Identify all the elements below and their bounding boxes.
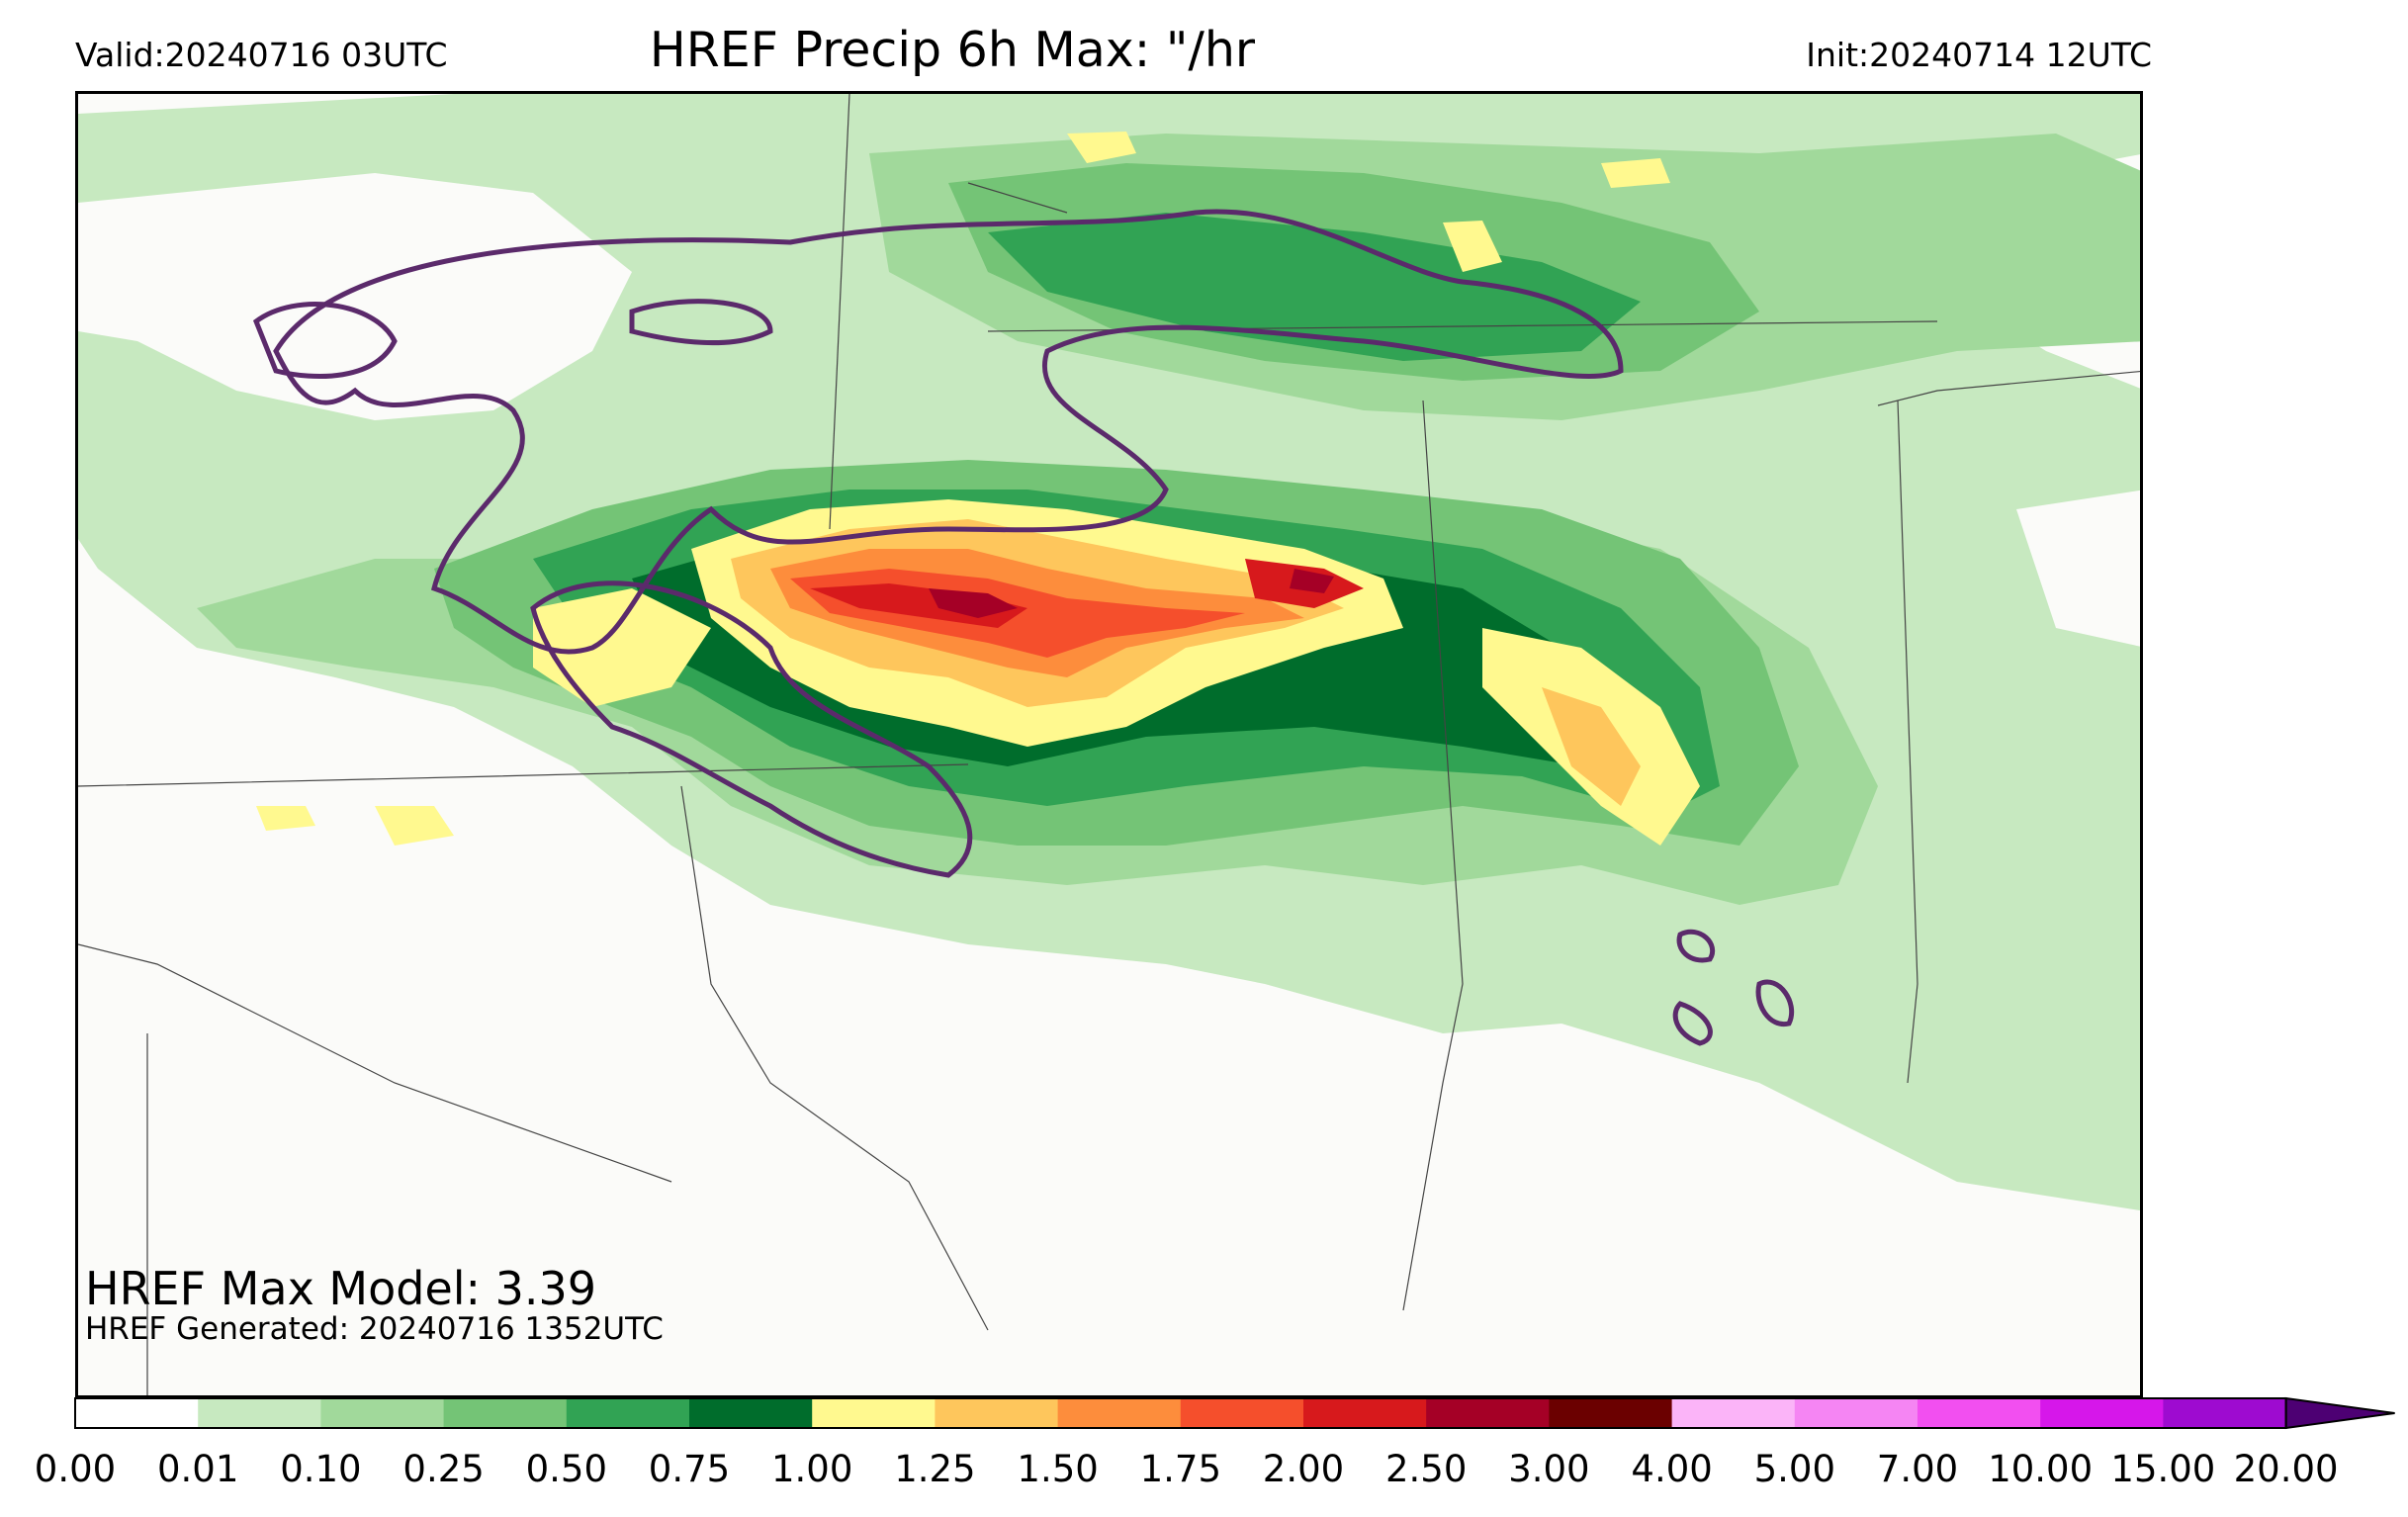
high-precip-contours — [252, 209, 1795, 1046]
colorbar-segment — [1426, 1398, 1550, 1428]
colorbar-segment — [1671, 1398, 1796, 1428]
colorbar-tick-label: 15.00 — [2110, 1448, 2216, 1490]
colorbar-tick-label: 2.50 — [1384, 1448, 1468, 1490]
precip-map-graphic — [78, 94, 2140, 1395]
colorbar-segment — [443, 1398, 568, 1428]
colorbar-tick-label: 10.00 — [1988, 1448, 2094, 1490]
colorbar-segment — [198, 1398, 321, 1428]
colorbar-segment — [75, 1398, 199, 1428]
colorbar-extend-arrow — [2284, 1396, 2395, 1430]
init-time-label: Init:20240714 12UTC — [1806, 36, 2152, 74]
colorbar-segment — [812, 1398, 936, 1428]
colorbar-tick-label: 1.00 — [770, 1448, 853, 1490]
colorbar-tick-label: 0.00 — [34, 1448, 117, 1490]
colorbar-segment — [320, 1398, 445, 1428]
colorbar-segment — [1794, 1398, 1918, 1428]
map-title: HREF Precip 6h Max: "/hr — [649, 22, 1256, 78]
colorbar-tick-label: 2.00 — [1262, 1448, 1345, 1490]
colorbar-segment — [1180, 1398, 1304, 1428]
colorbar-segment — [1917, 1398, 2041, 1428]
valid-time-label: Valid:20240716 03UTC — [75, 36, 448, 74]
colorbar-segment — [2163, 1398, 2287, 1428]
colorbar-tick-label: 7.00 — [1876, 1448, 1959, 1490]
colorbar-tick-label: 1.75 — [1139, 1448, 1221, 1490]
colorbar-segment — [2040, 1398, 2164, 1428]
generated-time-annotation: HREF Generated: 20240716 1352UTC — [85, 1311, 664, 1347]
colorbar-tick-label: 0.01 — [156, 1448, 239, 1490]
max-model-annotation: HREF Max Model: 3.39 — [85, 1262, 597, 1315]
colorbar-tick-label: 1.25 — [894, 1448, 976, 1490]
colorbar-tick-label: 0.75 — [648, 1448, 731, 1490]
colorbar-segment — [689, 1398, 813, 1428]
colorbar-tick-label: 3.00 — [1508, 1448, 1590, 1490]
colorbar-tick-label: 0.25 — [402, 1448, 485, 1490]
colorbar-tick-label: 5.00 — [1753, 1448, 1835, 1490]
colorbar-tick-label: 0.50 — [525, 1448, 607, 1490]
colorbar-segment — [935, 1398, 1059, 1428]
colorbar-tick-label: 20.00 — [2233, 1448, 2339, 1490]
colorbar — [74, 1396, 2395, 1430]
colorbar-segment — [1303, 1398, 1427, 1428]
precip-field — [78, 94, 2140, 1211]
precip-map — [75, 91, 2143, 1398]
colorbar-outline — [74, 1397, 2287, 1429]
colorbar-segment — [566, 1398, 690, 1428]
colorbar-tick-label: 0.10 — [280, 1448, 362, 1490]
colorbar-segment — [1549, 1398, 1673, 1428]
state-boundaries — [78, 94, 2140, 1395]
colorbar-tick-label: 4.00 — [1631, 1448, 1713, 1490]
colorbar-segment — [1057, 1398, 1182, 1428]
colorbar-tick-label: 1.50 — [1017, 1448, 1099, 1490]
